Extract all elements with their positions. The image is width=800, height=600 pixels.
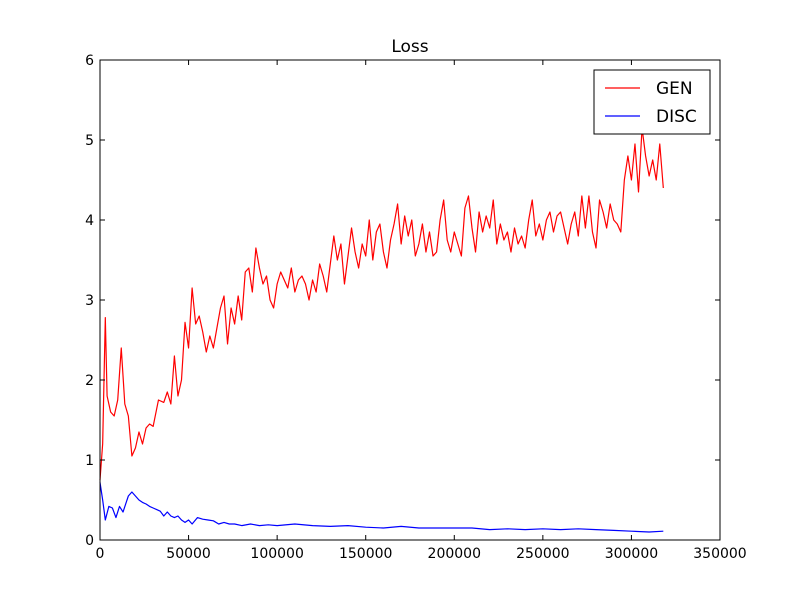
legend: GEN DISC	[593, 69, 711, 135]
axis-layer: 0 50000 100000 150000 200000 250000 300000 3500…	[85, 53, 747, 562]
series-layer	[99, 127, 664, 533]
legend-box	[593, 69, 711, 135]
series-line-disc	[99, 482, 664, 533]
y-tick-label: 1	[85, 453, 94, 469]
x-tick-label: 250000	[516, 546, 569, 562]
y-tick-label: 4	[85, 213, 94, 229]
x-tick-label: 200000	[428, 546, 481, 562]
x-tick-label: 0	[96, 546, 105, 562]
legend-label-gen: GEN	[656, 79, 693, 99]
x-tick-label: 150000	[339, 546, 392, 562]
y-tick-label: 0	[85, 533, 94, 549]
x-tick-label: 350000	[693, 546, 746, 562]
y-tick-label: 3	[85, 293, 94, 309]
y-tick-label: 2	[85, 373, 94, 389]
y-tick-label: 6	[85, 53, 94, 69]
x-tick-label: 100000	[250, 546, 303, 562]
x-tick-label: 50000	[166, 546, 211, 562]
series-line-gen	[99, 127, 664, 481]
legend-label-disc: DISC	[656, 107, 697, 127]
x-tick-label: 300000	[605, 546, 658, 562]
chart-title: Loss	[391, 37, 428, 57]
y-tick-label: 5	[85, 133, 94, 149]
